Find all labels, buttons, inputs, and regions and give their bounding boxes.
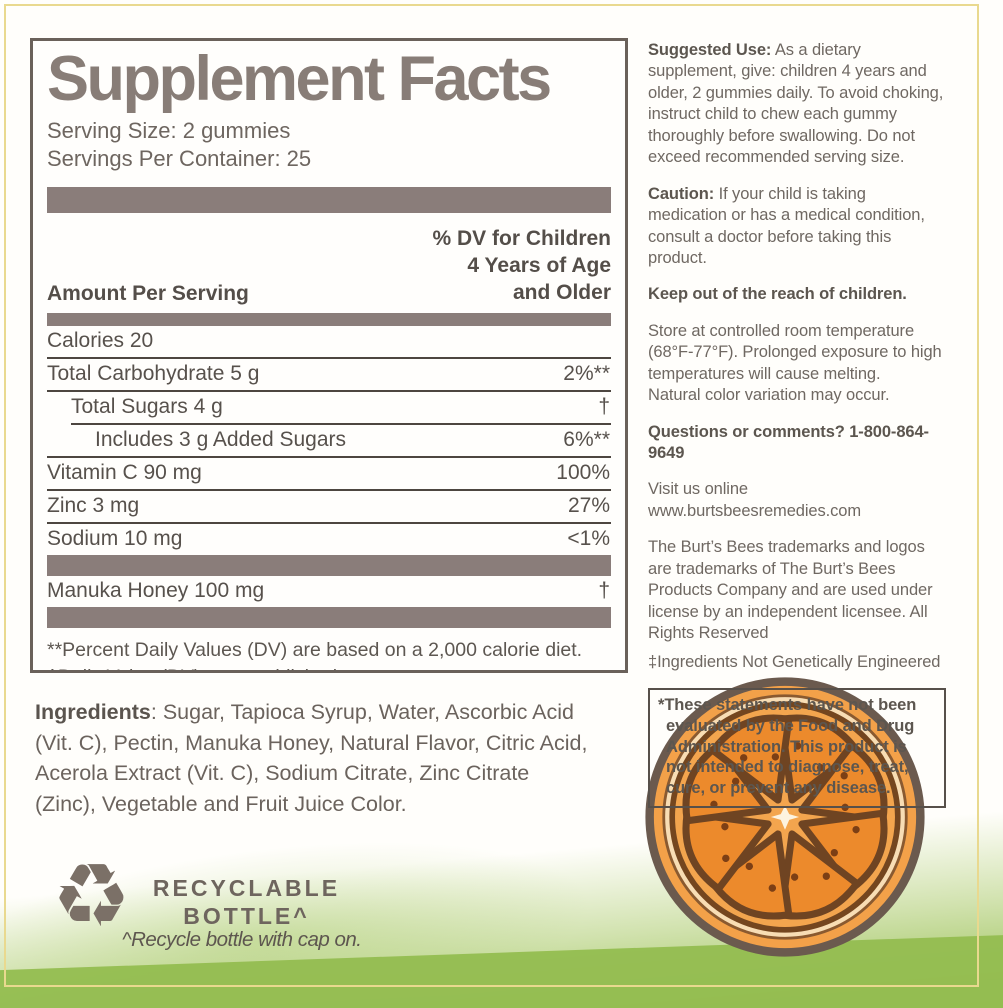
recyclable-bottle-section: ♻ RECYCLABLE BOTTLE^ <box>52 852 340 940</box>
recyclable-bottle-label: RECYCLABLE BOTTLE^ <box>152 875 341 930</box>
visit-online: Visit us online www.burtsbeesremedies.co… <box>648 480 861 520</box>
footnote-dv-not-established: †Daily Value (DV) not established. <box>47 664 611 670</box>
storage-instructions: Store at controlled room temperature (68… <box>648 321 942 405</box>
usage-info-column: Suggested Use: As a dietary supplement, … <box>648 40 946 808</box>
table-row-total-carbohydrate: Total Carbohydrate 5 g 2%** <box>47 359 611 393</box>
orange-slice-illustration <box>645 677 925 957</box>
ingredients-section: Ingredients: Sugar, Tapioca Syrup, Water… <box>35 697 595 819</box>
table-row-zinc: Zinc 3 mg 27% <box>47 491 611 525</box>
serving-size: Serving Size: 2 gummies <box>47 118 291 144</box>
facts-header: Amount Per Serving % DV for Children 4 Y… <box>47 213 611 314</box>
divider-bar-thick <box>47 607 611 629</box>
supplement-facts-title: Supplement Facts <box>47 44 552 114</box>
divider-bar-thick <box>47 186 611 213</box>
website-url: www.burtsbeesremedies.com <box>648 501 861 520</box>
keep-out-warning: Keep out of the reach of children. <box>648 285 907 304</box>
suggested-use: Suggested Use: As a dietary supplement, … <box>648 41 944 167</box>
dv-column-header: % DV for Children 4 Years of Age and Old… <box>432 226 611 305</box>
table-row-added-sugars: Includes 3 g Added Sugars 6%** <box>47 425 611 459</box>
ingredients-label: Ingredients <box>35 700 151 724</box>
table-row-manuka-honey: Manuka Honey 100 mg † <box>47 579 610 603</box>
table-row-sodium: Sodium 10 mg <1% <box>47 527 610 551</box>
supplement-facts-panel: Supplement Facts Serving Size: 2 gummies… <box>30 38 628 673</box>
table-row-total-sugars: Total Sugars 4 g † <box>71 392 611 426</box>
table-row-vitamin-c: Vitamin C 90 mg 100% <box>47 458 611 492</box>
servings-per-container: Servings Per Container: 25 <box>47 146 312 172</box>
recycle-icon: ♻ <box>52 844 131 947</box>
non-gmo-note: ‡Ingredients Not Genetically Engineered <box>648 652 941 671</box>
fda-disclaimer-box: *These statements have not been evaluate… <box>648 687 946 808</box>
footnote-percent-dv: **Percent Daily Values (DV) are based on… <box>47 639 583 662</box>
divider-bar-thick <box>47 555 611 577</box>
table-row-calories: Calories 20 <box>47 326 611 360</box>
facts-footnotes: **Percent Daily Values (DV) are based on… <box>47 637 611 670</box>
recycle-note: ^Recycle bottle with cap on. <box>122 928 362 951</box>
amount-per-serving-label: Amount Per Serving <box>47 282 249 306</box>
caution: Caution: If your child is taking medicat… <box>648 184 925 267</box>
trademark-notice: The Burt’s Bees trademarks and logos are… <box>648 538 933 643</box>
questions-phone: Questions or comments? 1-800-864-9649 <box>648 422 929 462</box>
ingredients-text: : Sugar, Tapioca Syrup, Water, Ascorbic … <box>35 700 588 816</box>
divider-bar-thin <box>47 313 611 327</box>
